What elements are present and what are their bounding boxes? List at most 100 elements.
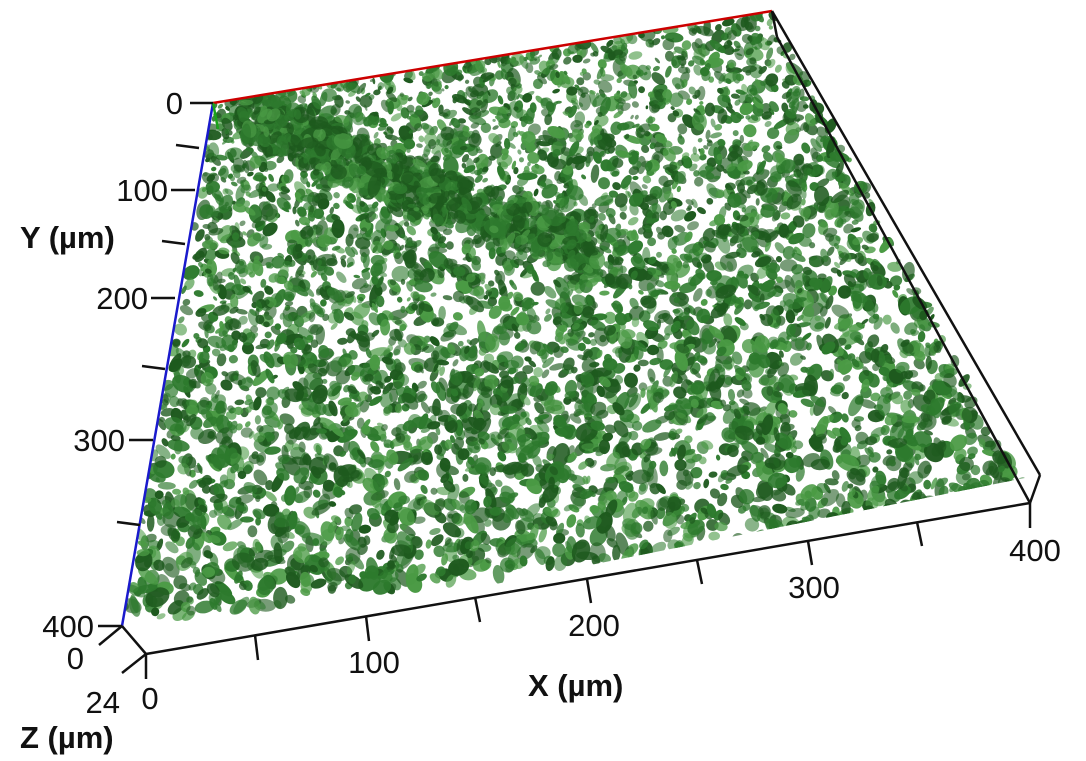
cell-blob (518, 157, 525, 163)
cell-blob (406, 297, 411, 302)
cell-blob (886, 505, 902, 524)
cell-blob (646, 344, 660, 356)
cell-blob (510, 306, 520, 316)
cell-blob (503, 138, 511, 150)
cell-blob (923, 479, 932, 490)
cell-blob (703, 478, 710, 489)
cell-blob (809, 405, 815, 416)
cell-blob (665, 65, 672, 78)
cell-blob (619, 211, 627, 220)
cell-blob (631, 420, 643, 431)
cell-blob (774, 64, 782, 73)
cell-blob (755, 198, 760, 206)
cell-blob (530, 281, 545, 296)
cell-blob (513, 331, 521, 339)
cell-blob (709, 488, 721, 499)
cell-blob (743, 124, 757, 138)
cell-blob (157, 481, 176, 490)
cell-blob (582, 58, 591, 64)
cell-blob (552, 443, 570, 468)
cell-blob (268, 173, 274, 182)
cell-blob (353, 274, 361, 279)
cell-blob (333, 192, 340, 199)
cell-blob (659, 460, 669, 477)
cell-blob (452, 312, 463, 321)
cell-blob (631, 101, 639, 108)
cell-blob (492, 118, 496, 122)
cell-blob (696, 207, 707, 215)
cell-blob (193, 290, 204, 297)
cell-blob (810, 138, 823, 152)
cell-blob (895, 503, 914, 521)
cell-blob (278, 191, 291, 201)
cell-blob (801, 142, 811, 154)
cell-blob (630, 114, 634, 120)
cell-blob (393, 478, 401, 491)
cell-blob (172, 488, 182, 495)
cell-blob (705, 129, 711, 140)
cell-blob (576, 77, 585, 86)
cell-blob (940, 497, 950, 506)
cell-blob (645, 105, 649, 110)
cell-blob (431, 534, 444, 547)
cell-blob (322, 378, 328, 384)
cell-blob (264, 331, 272, 339)
cell-blob (638, 86, 645, 94)
cell-blob (255, 387, 267, 398)
cell-blob (700, 298, 708, 306)
cell-blob (652, 65, 660, 72)
cell-blob (490, 143, 503, 159)
cell-blob (517, 172, 538, 181)
cell-blob (882, 314, 892, 325)
cell-blob (228, 354, 238, 364)
cell-blob (816, 178, 830, 188)
cell-blob (732, 130, 739, 137)
cell-blob (322, 479, 335, 492)
cell-blob (742, 534, 764, 546)
cell-blob (1004, 483, 1013, 493)
cell-blob (337, 337, 348, 345)
cell-blob (731, 533, 748, 551)
cell-blob (938, 505, 946, 516)
cell-blob (864, 510, 878, 522)
cell-blob (663, 280, 681, 290)
cell-blob (544, 314, 552, 322)
cell-blob (988, 498, 999, 509)
cell-blob (336, 271, 347, 283)
cell-blob (974, 488, 994, 506)
cell-blob (794, 246, 802, 256)
cell-blob (727, 388, 736, 402)
cell-blob (803, 522, 816, 537)
cell-blob (982, 485, 993, 494)
cell-blob (947, 500, 958, 511)
cell-blob (582, 336, 591, 345)
cell-blob (248, 596, 261, 615)
cell-blob (492, 125, 499, 130)
cell-blob (661, 35, 665, 40)
cell-blob (708, 471, 718, 478)
cell-blob (184, 493, 199, 511)
cell-blob (897, 512, 909, 523)
cell-blob (638, 382, 648, 392)
cell-blob (801, 332, 812, 341)
cell-blob (155, 444, 171, 459)
cell-blob (928, 508, 935, 518)
cell-blob (430, 292, 437, 297)
cell-blob (420, 484, 428, 494)
cell-blob (545, 308, 551, 315)
cell-blob (641, 145, 650, 153)
cell-blob (391, 265, 410, 282)
cell-blob (245, 421, 251, 428)
cell-blob (445, 241, 454, 250)
cell-blob (431, 350, 440, 361)
cell-blob (739, 134, 744, 144)
cell-blob (182, 487, 190, 496)
cell-blob (714, 124, 723, 131)
cell-blob (239, 220, 246, 227)
cell-blob (345, 100, 350, 104)
cell-blob (462, 473, 469, 482)
cell-blob (376, 549, 385, 560)
cell-blob (181, 338, 190, 348)
cell-blob (654, 57, 661, 64)
